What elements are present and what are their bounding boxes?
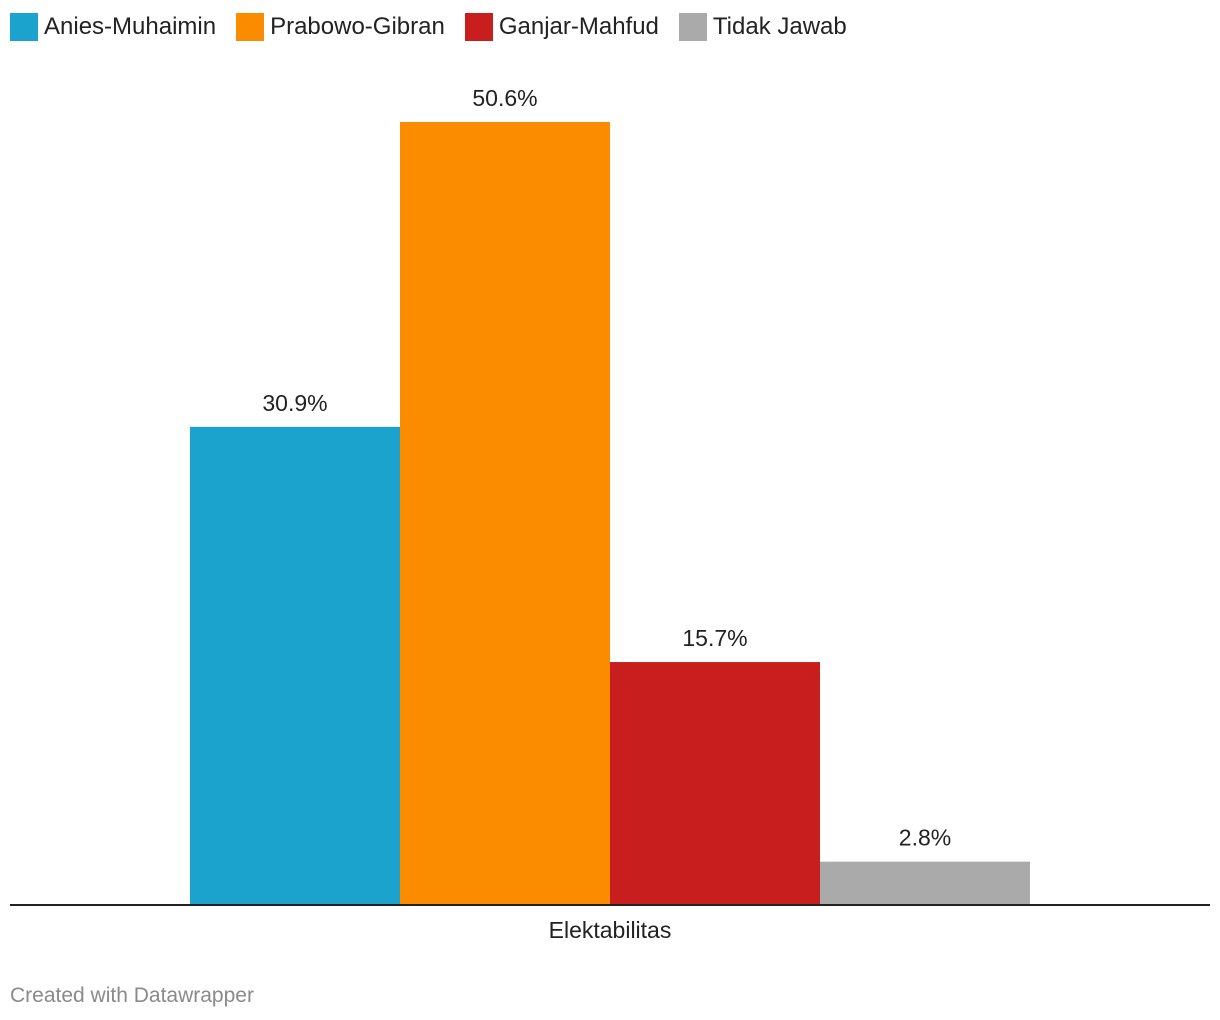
legend-label: Ganjar-Mahfud xyxy=(498,13,659,40)
value-labels-group: 30.9% 50.6% 15.7% 2.8% xyxy=(262,85,951,851)
legend-swatch xyxy=(678,13,707,41)
bar-prabowo-gibran xyxy=(400,122,610,905)
bar-tidak-jawab xyxy=(820,861,1030,905)
legend-label: Tidak Jawab xyxy=(712,13,847,40)
legend-item-anies-muhaimin: Anies-Muhaimin xyxy=(10,13,216,41)
legend-swatch xyxy=(10,13,38,41)
legend-item-tidak-jawab: Tidak Jawab xyxy=(678,13,847,41)
chart-legend: Anies-Muhaimin Prabowo-Gibran Ganjar-Mahfu… xyxy=(10,12,867,42)
legend-item-ganjar-mahfud: Ganjar-Mahfud xyxy=(464,13,659,41)
legend-swatch xyxy=(464,13,493,41)
value-label-prabowo-gibran: 50.6% xyxy=(472,85,537,111)
legend-label: Anies-Muhaimin xyxy=(44,13,217,40)
category-labels-group: Elektabilitas xyxy=(549,917,672,943)
credit-text: Created with Datawrapper xyxy=(10,984,254,1007)
category-label: Elektabilitas xyxy=(549,917,672,943)
bar-anies-muhaimin xyxy=(190,426,400,905)
bars-group xyxy=(190,122,1030,905)
value-label-ganjar-mahfud: 15.7% xyxy=(682,625,747,651)
value-label-tidak-jawab: 2.8% xyxy=(899,825,951,851)
legend-label: Prabowo-Gibran xyxy=(270,13,445,40)
legend-swatch xyxy=(236,13,265,41)
bar-ganjar-mahfud xyxy=(610,662,820,905)
legend-item-prabowo-gibran: Prabowo-Gibran xyxy=(236,13,445,41)
value-label-anies-muhaimin: 30.9% xyxy=(262,390,327,416)
